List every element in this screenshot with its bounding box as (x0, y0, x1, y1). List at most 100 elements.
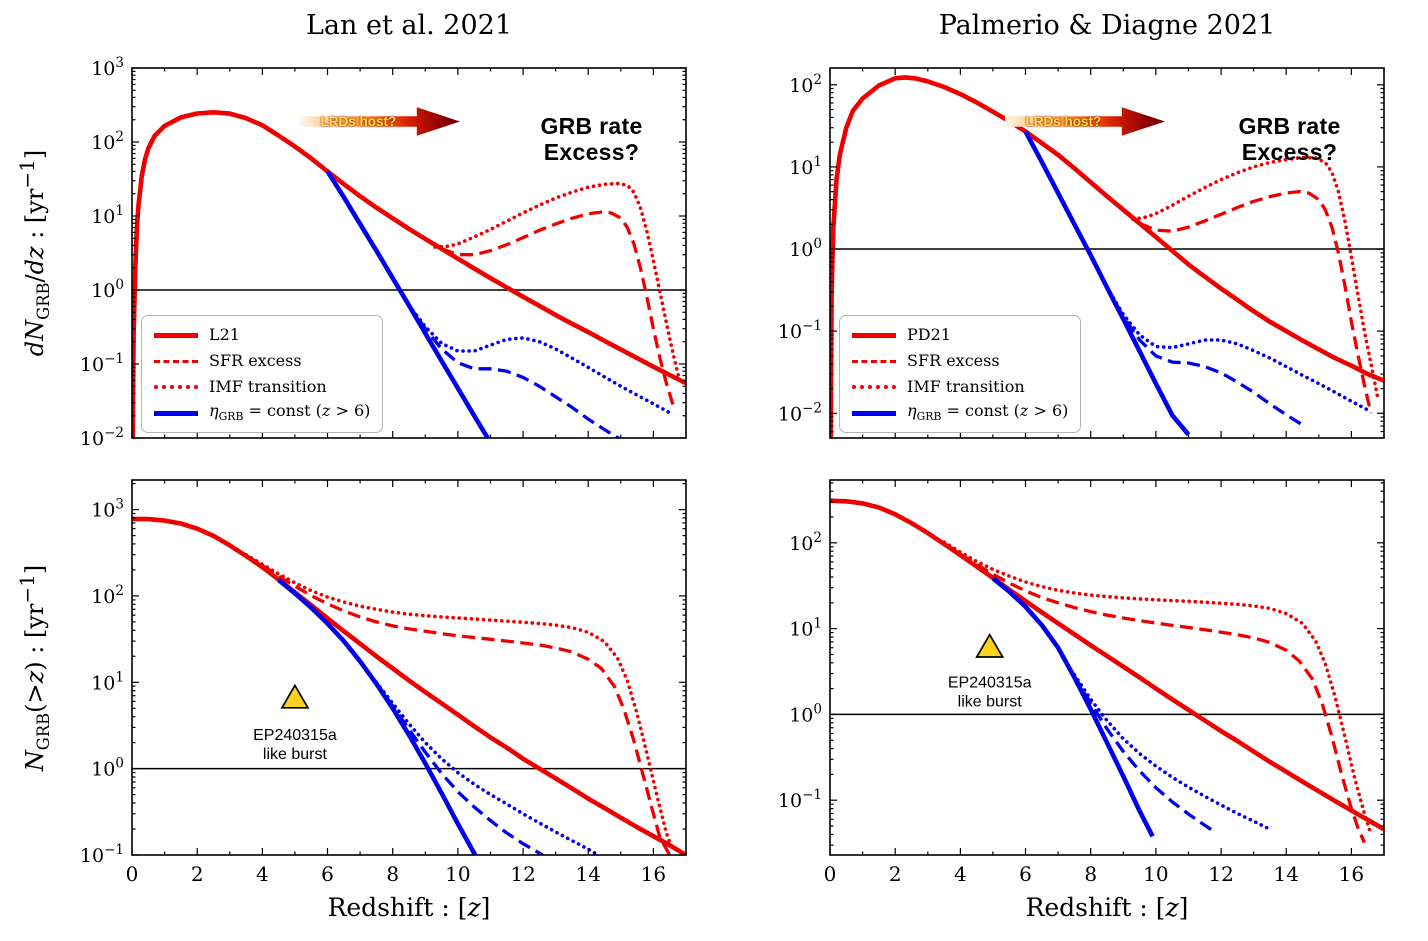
grb-rate-excess-annotation: GRB rate Excess? (499, 113, 684, 166)
series-eta-const (277, 578, 478, 855)
chart-canvas-top-right: 10−2 10−1 100 101 102 (778, 67, 1385, 439)
y-tick-label: 103 (91, 56, 124, 80)
series-pd21 (830, 498, 1384, 832)
chart-canvas-top-left: 10−2 10−1 100 101 102 103 (80, 56, 687, 450)
x-axis-label-right: Redshift : [z] (1025, 893, 1189, 922)
legend-item: ηGRB = const (z > 6) (852, 400, 1069, 424)
chart-top-left: 10−2 10−1 100 101 102 103 LRDs host? GRB rate… (62, 56, 694, 450)
series-imf-transition (244, 552, 675, 854)
legend-swatch-red-dotted (154, 385, 198, 389)
legend-item: SFR excess (154, 351, 370, 371)
series-sfr-excess (441, 210, 675, 406)
chart-bottom-left: EP240315a like burst 10−1 100 101 102 103 0 2 4 6 8… (62, 472, 694, 915)
grb-excess-line1: GRB rate (1238, 113, 1341, 139)
legend-swatch-red-solid (154, 332, 198, 338)
ep-burst-label: EP240315a (253, 727, 337, 744)
series-eta-imf (1105, 285, 1370, 412)
legend-label: SFR excess (209, 351, 302, 370)
y-tick-label: 10−1 (80, 351, 124, 376)
legend-item: ηGRB = const (z > 6) (154, 402, 370, 423)
x-tick-label: 10 (1143, 862, 1168, 886)
series-imf-transition (942, 540, 1373, 837)
grb-excess-line1: GRB rate (540, 113, 643, 139)
series-l21 (132, 110, 686, 438)
y-tick-label: 10−1 (80, 842, 124, 867)
y-tick-label: 101 (789, 154, 822, 179)
y-tick-label: 100 (789, 701, 822, 726)
ep-burst-marker (975, 632, 1005, 658)
legend-item: L21 (154, 325, 370, 345)
legend-item: PD21 (852, 325, 1068, 345)
grb-excess-line2: Excess? (1241, 138, 1338, 165)
x-tick-label: 8 (386, 862, 399, 886)
legend-item: IMF transition (852, 377, 1068, 397)
legend-swatch-red-dotted (852, 385, 896, 389)
series-eta-sfr (1105, 286, 1304, 427)
ep-burst-label: EP240315a (948, 675, 1032, 692)
series-eta-imf (1072, 673, 1269, 830)
legend-swatch-red-solid (852, 332, 896, 338)
lrds-host-arrow: LRDs host? (300, 106, 460, 137)
plot-border (131, 67, 687, 439)
column-title-right: Palmerio & Diagne 2021 (938, 10, 1276, 41)
y-tick-label: 101 (789, 616, 822, 641)
series-eta-sfr (375, 682, 546, 855)
chart-canvas-bottom-left: EP240315a like burst 10−1 100 101 102 103 0 2 4 6 8… (80, 479, 687, 886)
chart-bottom-right: EP240315a like burst 10−1 100 101 102 0 2 4 6 8 10 1… (760, 472, 1392, 915)
lrds-host-label: LRDs host? (320, 114, 397, 129)
plot-overlay-top-left: LRDs host? GRB rate Excess? L21 SFR exce… (132, 68, 686, 438)
ep-burst-marker (280, 683, 310, 709)
chart-top-right: 10−2 10−1 100 101 102 LRDs host? GRB rate Ex… (760, 56, 1392, 450)
legend-label: SFR excess (907, 351, 1000, 370)
x-tick-label: 8 (1084, 862, 1097, 886)
y-tick-label: 100 (91, 756, 124, 781)
x-tick-label: 0 (126, 862, 139, 886)
legend-label: ηGRB = const (z > 6) (907, 400, 1069, 424)
x-tick-label: 16 (1339, 862, 1364, 886)
series-eta-sfr (1072, 675, 1216, 834)
y-axis-label-top: dNGRB/dz : [yr−1] (15, 149, 53, 357)
legend-top-left: L21 SFR excess IMF transition ηGRB = con… (141, 315, 384, 433)
plot-border (131, 479, 687, 856)
x-tick-label: 2 (889, 862, 902, 886)
series-l21 (132, 516, 686, 855)
plot-overlay-top-right: LRDs host? GRB rate Excess? PD21 SFR exc… (830, 68, 1384, 438)
series-pd21 (830, 75, 1384, 438)
grb-rate-excess-annotation: GRB rate Excess? (1197, 113, 1382, 166)
series-eta-sfr (407, 304, 622, 438)
column-title-left: Lan et al. 2021 (305, 10, 513, 41)
lrds-host-arrow: LRDs host? (1005, 106, 1165, 137)
legend-top-right: PD21 SFR excess IMF transition ηGRB = co… (839, 315, 1082, 433)
series-eta-imf (407, 303, 672, 415)
x-axis-label-left: Redshift : [z] (327, 893, 491, 922)
x-tick-label: 6 (1019, 862, 1032, 886)
legend-swatch-red-dashed (852, 359, 896, 363)
y-tick-label: 100 (91, 277, 124, 302)
x-tick-label: 14 (575, 862, 600, 886)
y-tick-label: 10−2 (80, 425, 124, 450)
x-tick-label: 10 (445, 862, 470, 886)
plot-border (829, 67, 1385, 439)
x-tick-label: 2 (191, 862, 204, 886)
series-sfr-excess (943, 541, 1366, 844)
y-tick-label: 103 (91, 497, 124, 522)
x-tick-label: 4 (256, 862, 269, 886)
plot-border (829, 479, 1385, 856)
x-tick-label: 16 (641, 862, 666, 886)
series-eta-imf (374, 680, 600, 855)
legend-swatch-blue-solid (154, 410, 198, 416)
series-imf-transition (1131, 155, 1380, 399)
series-sfr-excess (245, 553, 672, 855)
lrds-host-label: LRDs host? (1025, 114, 1102, 129)
x-tick-label: 6 (321, 862, 334, 886)
y-tick-label: 102 (789, 530, 822, 555)
legend-item: SFR excess (852, 351, 1068, 371)
x-tick-label: 0 (824, 862, 837, 886)
y-tick-label: 101 (91, 203, 124, 228)
y-tick-label: 102 (91, 583, 124, 608)
y-tick-label: 10−2 (778, 400, 822, 425)
legend-label: L21 (209, 325, 240, 344)
y-tick-label: 102 (91, 129, 124, 154)
ep-burst-label: like burst (958, 694, 1023, 711)
